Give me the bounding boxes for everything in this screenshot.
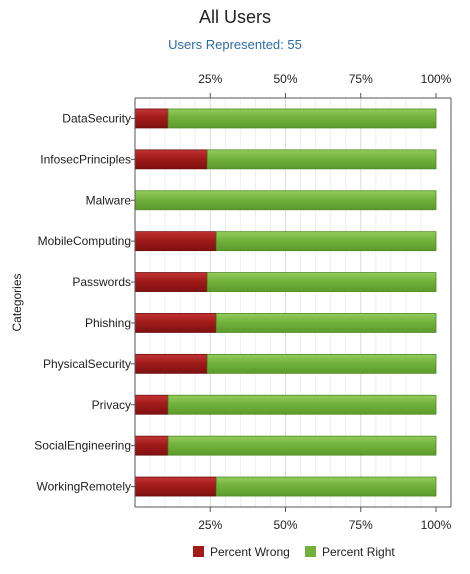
category-label: PhysicalSecurity — [43, 357, 131, 371]
bar-percent-right — [215, 313, 437, 333]
bar-percent-wrong — [134, 353, 208, 374]
legend-label: Percent Right — [322, 545, 395, 559]
y-axis-title: Categories — [10, 273, 24, 331]
category-label: Malware — [86, 193, 132, 207]
legend-swatch — [305, 546, 316, 557]
bar-percent-wrong — [134, 476, 217, 497]
category-label: Phishing — [85, 316, 131, 330]
bar-percent-right — [167, 435, 437, 456]
axes — [131, 93, 452, 512]
legend: Percent Wrong Percent Right — [193, 545, 395, 559]
bar-percent-wrong — [134, 231, 217, 252]
category-label: SocialEngineering — [34, 439, 131, 453]
category-label: DataSecurity — [62, 111, 131, 125]
legend-swatch — [193, 546, 204, 557]
legend-label: Percent Wrong — [210, 545, 290, 559]
x-tick-label-top: 50% — [273, 72, 297, 86]
bar-percent-right — [206, 149, 437, 170]
bar-percent-wrong — [134, 108, 169, 129]
category-label: MobileComputing — [38, 234, 131, 248]
bar-percent-wrong — [134, 394, 169, 415]
x-tick-label-bottom: 50% — [273, 518, 297, 532]
x-tick-label-bottom: 75% — [349, 518, 373, 532]
bar-percent-right — [167, 394, 437, 415]
bar-percent-wrong — [134, 149, 208, 170]
bars — [134, 108, 437, 497]
chart-title: All Users — [198, 7, 271, 27]
category-label: Passwords — [72, 275, 131, 289]
x-tick-label-top: 100% — [421, 72, 452, 86]
category-label: WorkingRemotely — [37, 480, 131, 494]
chart-subtitle: Users Represented: 55 — [168, 37, 302, 52]
x-tick-label-bottom: 100% — [421, 518, 452, 532]
bar-percent-wrong — [134, 435, 169, 456]
bar-percent-right — [167, 108, 437, 129]
x-tick-label-top: 75% — [349, 72, 373, 86]
x-tick-label-top: 25% — [198, 72, 222, 86]
category-label: InfosecPrinciples — [40, 152, 131, 166]
bar-percent-right — [215, 231, 437, 252]
bar-percent-right — [134, 190, 437, 211]
bar-percent-wrong — [134, 272, 208, 292]
labels: 25% 25% 50% 50% 75% 75% 100% 100% DataSecurity In… — [10, 72, 452, 532]
bar-percent-wrong — [134, 313, 217, 333]
category-label: Privacy — [92, 398, 131, 412]
bar-percent-right — [206, 272, 437, 292]
x-tick-label-bottom: 25% — [198, 518, 222, 532]
bar-percent-right — [215, 476, 437, 497]
bar-percent-right — [206, 353, 437, 374]
